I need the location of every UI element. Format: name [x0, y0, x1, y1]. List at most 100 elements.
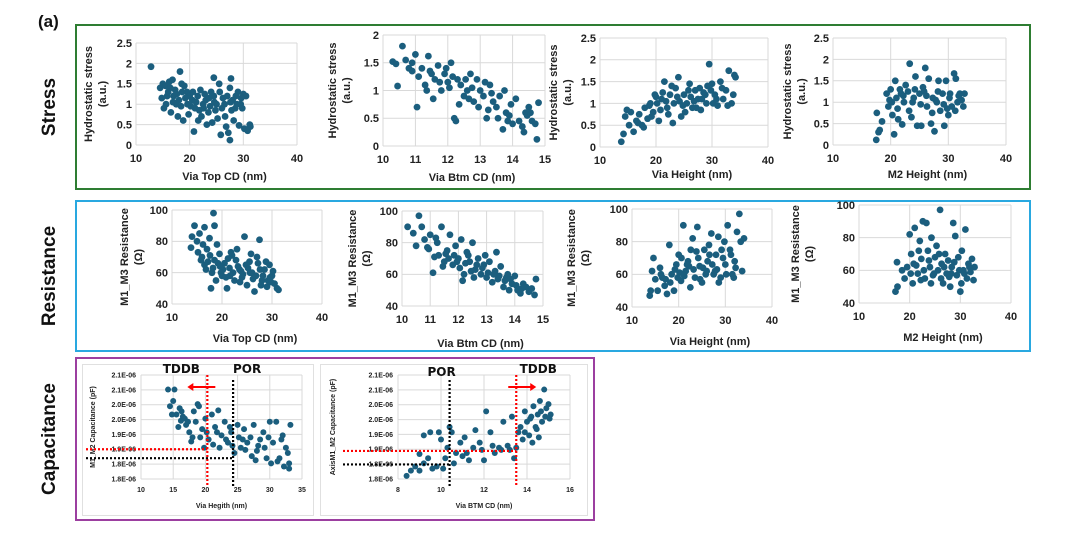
y-tick-label: 1.8E-06	[111, 462, 136, 469]
data-point	[732, 73, 739, 81]
data-point	[212, 277, 220, 284]
y-tick-label: 40	[386, 301, 398, 313]
data-point	[168, 411, 175, 418]
data-point	[226, 84, 234, 92]
data-point	[731, 257, 739, 265]
data-point	[478, 264, 486, 272]
data-point	[661, 78, 668, 85]
data-point	[169, 76, 176, 84]
data-point	[955, 266, 963, 274]
data-point	[483, 408, 490, 415]
data-point	[921, 64, 929, 72]
data-point	[715, 279, 723, 286]
data-point	[940, 122, 948, 130]
y-tick-label: 60	[616, 269, 628, 281]
data-point	[187, 244, 195, 252]
data-point	[670, 100, 678, 107]
data-point	[481, 78, 489, 86]
tddb-arrowhead-icon	[530, 383, 537, 391]
data-point	[408, 59, 416, 67]
data-point	[730, 274, 738, 281]
chart-stress-via-height: 0 0.5 1 1.5 2 2.5 10 20 30 40 Via Height (nm) Hydro…	[548, 33, 774, 181]
data-point	[500, 283, 507, 291]
chart-resistance-via-top-cd: 40 60 80 100 10 20 30 40 Via Top CD (nm) M1_M3 Re…	[119, 205, 328, 345]
x-tick-label: 30	[266, 312, 278, 324]
data-point	[204, 258, 212, 266]
x-tick-label: 40	[766, 315, 778, 327]
tddb-arrowhead-icon	[187, 383, 194, 391]
data-point	[429, 269, 437, 277]
data-point	[495, 272, 503, 280]
data-point	[735, 210, 743, 218]
data-point	[536, 398, 543, 404]
data-point	[690, 266, 697, 273]
x-tick-label: 30	[706, 155, 718, 167]
data-point	[674, 274, 682, 281]
data-point	[707, 230, 715, 237]
x-tick-label: 20	[650, 155, 662, 167]
x-tick-label: 15	[539, 154, 551, 166]
y-axis-label: Hydrostatic stress	[782, 44, 794, 140]
data-point	[527, 415, 534, 422]
data-point	[676, 97, 683, 105]
data-point	[287, 421, 294, 428]
data-point	[224, 255, 232, 262]
data-point	[201, 223, 208, 231]
y-tick-label: 2.0E-06	[368, 417, 393, 424]
data-point	[515, 429, 522, 436]
y-tick-label: 1.5	[364, 58, 379, 70]
data-point	[429, 465, 436, 472]
data-point	[693, 223, 701, 231]
data-point	[426, 67, 434, 75]
capacitance-row-box	[75, 357, 595, 521]
x-tick-label: 10	[437, 487, 445, 494]
data-point	[486, 258, 493, 266]
y-tick-label: 2	[590, 55, 596, 67]
data-point	[461, 434, 468, 441]
data-point	[233, 100, 241, 108]
data-point	[656, 264, 664, 272]
data-point	[473, 261, 481, 269]
data-point	[696, 275, 704, 283]
por-label: POR	[427, 365, 455, 379]
data-point	[663, 290, 671, 298]
data-point	[194, 117, 202, 124]
data-point	[946, 94, 953, 102]
data-point	[724, 221, 732, 229]
chart-capacitance-via-btm-cd: 1.8E-061.8E-061.9E-061.9E-062.0E-062.0E-…	[330, 362, 574, 510]
x-tick-label: 10	[853, 311, 865, 323]
y-tick-label: 2.0E-06	[368, 402, 393, 409]
data-point	[246, 269, 254, 277]
data-point	[507, 100, 515, 108]
data-point	[657, 106, 664, 114]
data-point	[926, 263, 934, 271]
data-point	[184, 100, 191, 108]
data-point	[465, 457, 472, 464]
data-point	[654, 287, 662, 295]
data-point	[727, 251, 735, 259]
y-axis-label: M1_M3 Resistance	[347, 210, 359, 308]
capacitance-chart-frame-2	[320, 364, 588, 516]
x-axis-label: M2 Height (nm)	[903, 332, 983, 344]
data-point	[663, 104, 671, 112]
data-point	[468, 84, 476, 92]
data-point	[957, 280, 965, 287]
data-point	[917, 276, 925, 284]
data-point	[740, 235, 748, 242]
data-point	[193, 237, 201, 245]
y-axis-label: Hydrostatic stress	[327, 43, 339, 139]
data-point	[176, 68, 184, 75]
data-point	[469, 239, 476, 247]
x-tick-label: 30	[719, 315, 731, 327]
x-tick-label: 30	[237, 153, 249, 165]
y-axis-label: Hydrostatic stress	[548, 45, 560, 141]
data-point	[209, 264, 217, 272]
data-point	[403, 472, 410, 479]
data-point	[196, 230, 203, 237]
data-point	[418, 223, 426, 231]
data-point	[705, 241, 713, 249]
x-axis-label: Via Top CD (nm)	[213, 333, 298, 345]
data-point	[274, 458, 281, 465]
x-tick-label: 12	[480, 487, 488, 494]
data-point	[966, 263, 973, 271]
